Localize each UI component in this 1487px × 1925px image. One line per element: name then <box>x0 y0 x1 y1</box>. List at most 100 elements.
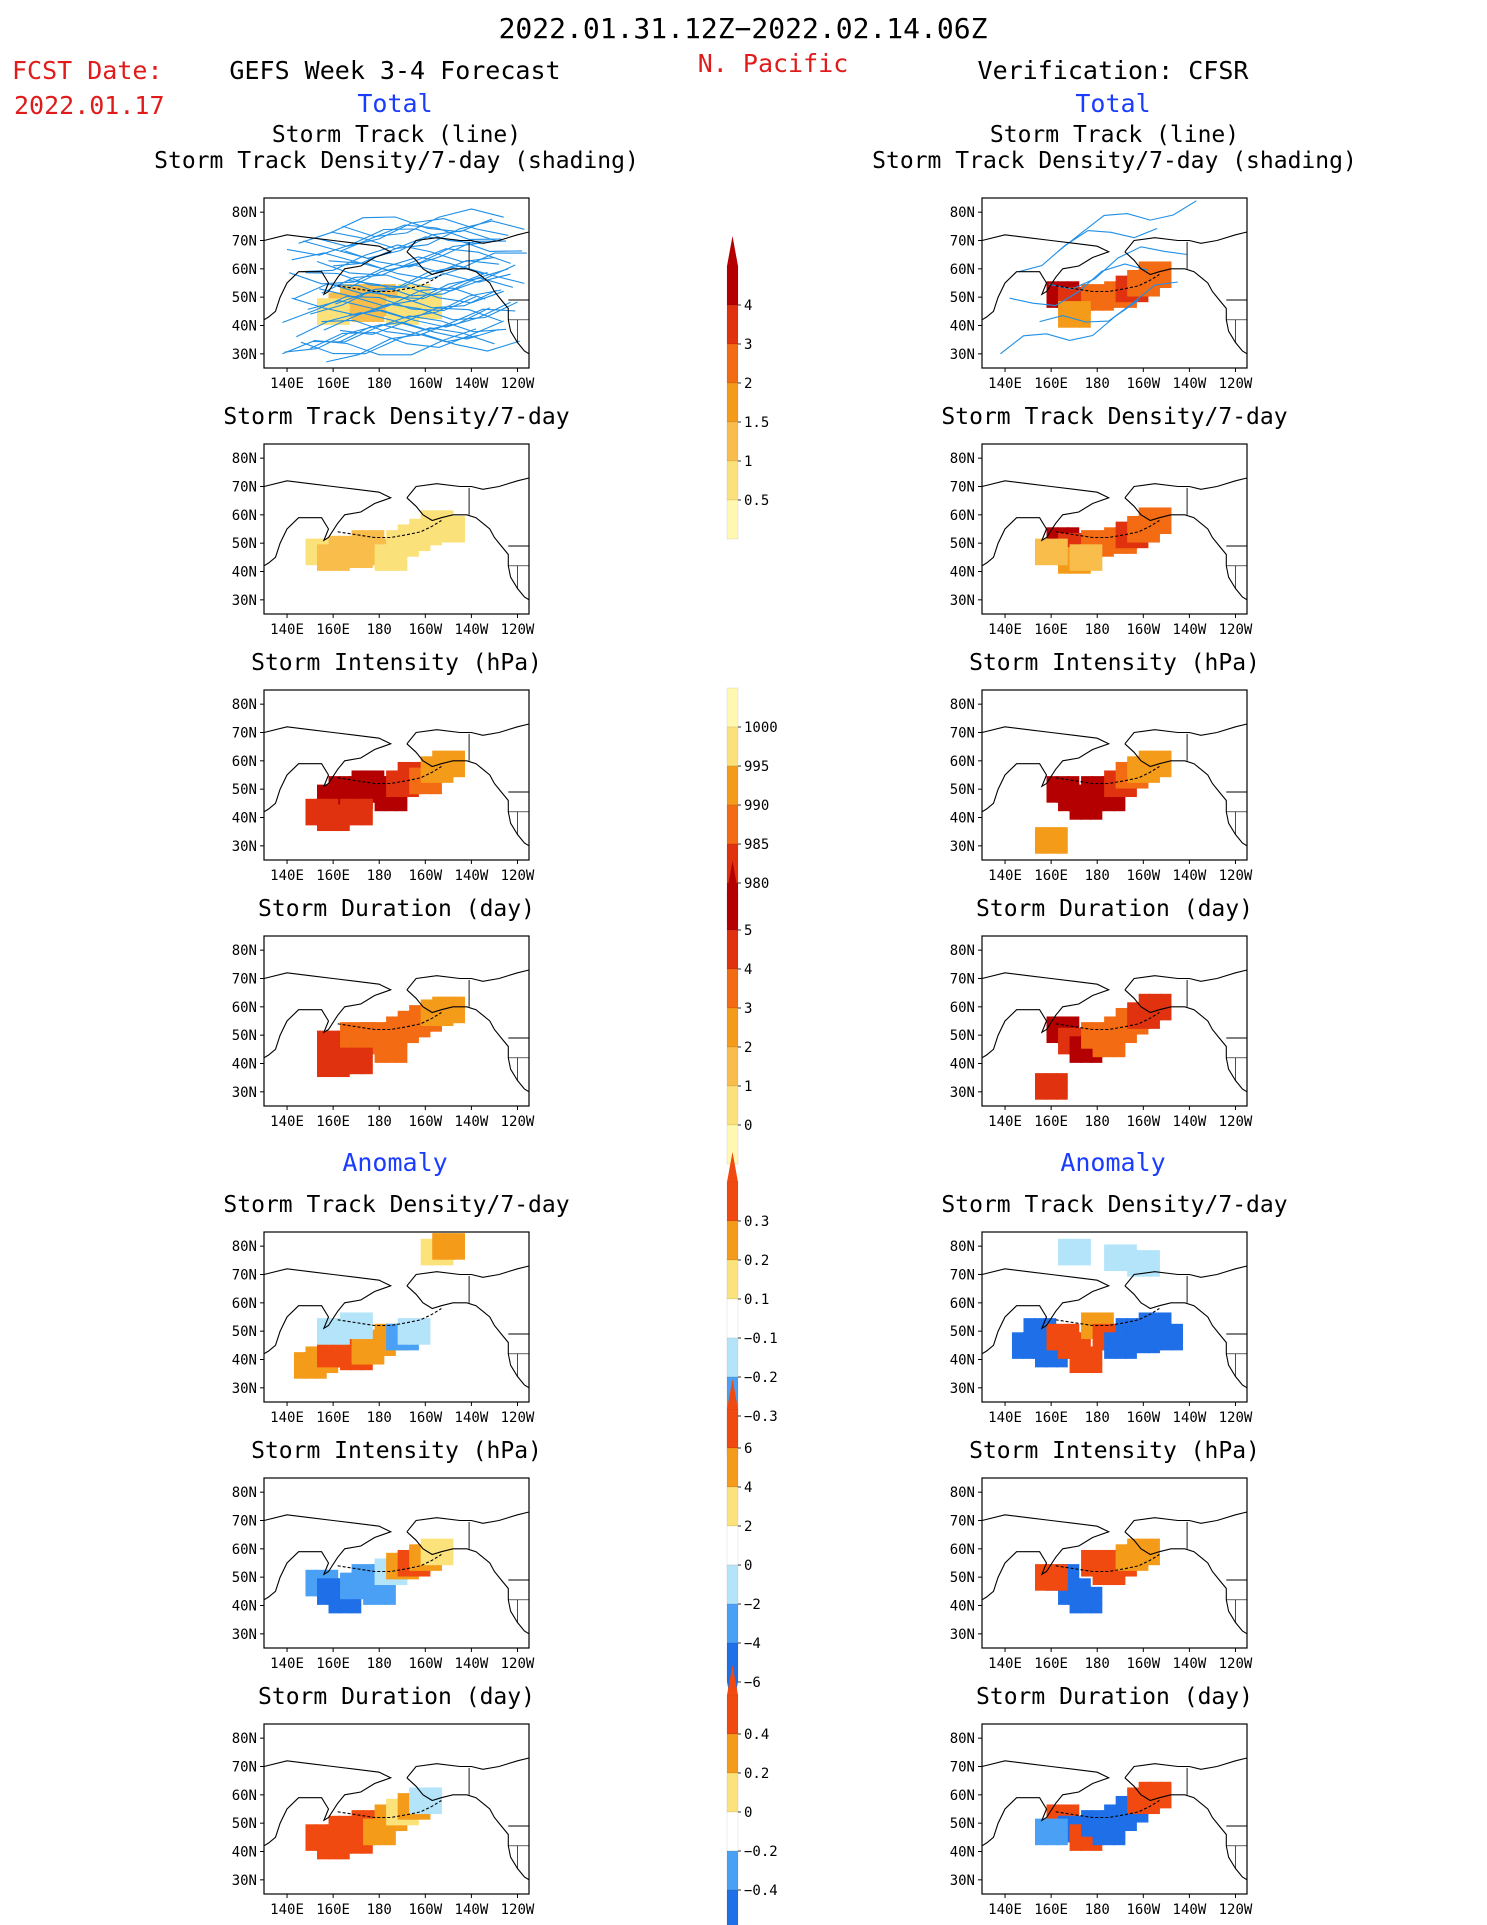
colorbar-label: 0 <box>744 1558 752 1574</box>
coastline-asia <box>263 1514 393 1601</box>
y-tick-label: 50N <box>232 1570 257 1586</box>
density-cell <box>1068 1815 1081 1826</box>
density-cell <box>350 798 363 809</box>
density-cell <box>317 561 330 571</box>
colorbar-segment <box>726 1694 739 1735</box>
density-cell <box>432 759 445 769</box>
density-cell <box>1147 1019 1160 1029</box>
map-panel-forecast-anomaly-intensity: Storm Intensity (hPa) 140E 160E 180 160W 140W… <box>232 1438 542 1672</box>
density-cell <box>1104 1024 1117 1035</box>
colorbar-arrow-top <box>727 1152 738 1182</box>
coastline-north-america <box>1124 989 1248 1093</box>
density-cell <box>1092 1558 1105 1569</box>
y-tick-label: 70N <box>950 972 975 988</box>
density-cell <box>1055 1073 1068 1083</box>
density-cell <box>374 793 387 803</box>
density-cell <box>1124 1566 1137 1577</box>
density-cell <box>1114 1349 1127 1359</box>
map-panel-verification-total-track: Storm Track (line)Storm Track Density/7-… <box>872 122 1357 392</box>
x-tick-label: 160E <box>316 622 350 638</box>
colorbar-label: 1 <box>744 454 752 470</box>
density-cell <box>363 1030 376 1041</box>
density-cell <box>408 1810 421 1820</box>
colorbar-segment <box>726 1337 739 1378</box>
x-tick-label: 140E <box>270 868 304 884</box>
storm-track-line <box>326 333 520 363</box>
density-cell <box>384 1575 397 1586</box>
y-tick-label: 80N <box>232 1239 257 1255</box>
coastline-arctic <box>1124 723 1248 745</box>
density-cell <box>1127 764 1140 775</box>
y-tick-label: 80N <box>232 943 257 959</box>
x-tick-label: 160W <box>1126 868 1160 884</box>
y-tick-label: 30N <box>950 839 975 855</box>
density-cell <box>441 1538 454 1549</box>
density-cell <box>1127 1343 1140 1354</box>
y-tick-label: 60N <box>950 508 975 524</box>
storm-track-line <box>335 289 497 309</box>
x-tick-label: 140E <box>988 1410 1022 1426</box>
density-cell <box>409 1561 422 1571</box>
density-cell <box>442 767 455 778</box>
density-cell <box>441 773 454 783</box>
x-tick-label: 180 <box>1085 868 1110 884</box>
density-cell <box>1035 1572 1048 1583</box>
colorbar-segment <box>726 1259 739 1300</box>
colorbar-segment <box>726 1525 739 1566</box>
x-tick-label: 160W <box>1126 1656 1160 1672</box>
density-cell <box>1124 1821 1137 1832</box>
y-tick-label: 70N <box>232 972 257 988</box>
density-cell <box>327 1318 340 1328</box>
density-cell <box>1045 1090 1058 1100</box>
density-cell <box>1058 564 1071 574</box>
density-cell <box>1055 1581 1068 1591</box>
density-cell <box>317 821 330 832</box>
density-cell <box>1126 292 1139 303</box>
panel-title: Storm Track Density/7-day <box>223 1192 569 1218</box>
density-cell <box>1079 1363 1092 1374</box>
density-cell <box>373 1030 386 1041</box>
density-cell <box>397 770 410 781</box>
density-cell <box>1079 1053 1092 1063</box>
x-tick-label: 160E <box>1034 868 1068 884</box>
coastline-asia <box>981 234 1111 321</box>
density-cell <box>1046 1033 1059 1044</box>
x-tick-label: 140E <box>988 868 1022 884</box>
density-cell <box>420 1555 433 1566</box>
density-cell <box>384 793 397 803</box>
y-tick-label: 60N <box>950 1296 975 1312</box>
density-cell <box>1090 1595 1103 1605</box>
colorbar-label: 6 <box>744 1441 752 1457</box>
density-cell <box>351 787 364 798</box>
coastline-north-america <box>1124 743 1248 847</box>
density-cell <box>1068 309 1081 320</box>
period-title: 2022.01.31.12Z−2022.02.14.06Z <box>499 12 988 45</box>
density-cell <box>1056 527 1069 537</box>
density-cell <box>1068 784 1081 795</box>
density-cell <box>1113 801 1126 812</box>
density-cell <box>360 1320 373 1331</box>
density-cell <box>363 301 376 311</box>
colorbar-label: −0.1 <box>744 1331 778 1347</box>
density-cell <box>1045 1581 1058 1591</box>
y-tick-label: 60N <box>232 1296 257 1312</box>
density-cell <box>1137 1250 1150 1260</box>
density-cell <box>326 798 339 809</box>
colorbar-segment <box>726 1811 739 1852</box>
density-cell <box>408 1318 421 1328</box>
density-cell <box>1055 1081 1068 1092</box>
x-tick-label: 160W <box>408 868 442 884</box>
density-cell <box>373 1595 386 1605</box>
density-cell <box>374 1821 387 1832</box>
density-cell <box>419 535 432 546</box>
density-cell <box>432 1005 445 1015</box>
density-cell <box>1068 295 1081 306</box>
density-cell <box>1058 1027 1071 1038</box>
density-cell <box>374 1558 387 1569</box>
density-cell <box>360 1329 373 1340</box>
density-cell <box>397 1010 410 1021</box>
aleutian-chain <box>337 520 442 539</box>
coastline-north-america <box>406 743 530 847</box>
storm-track-line <box>316 248 511 276</box>
density-cell <box>432 524 445 535</box>
